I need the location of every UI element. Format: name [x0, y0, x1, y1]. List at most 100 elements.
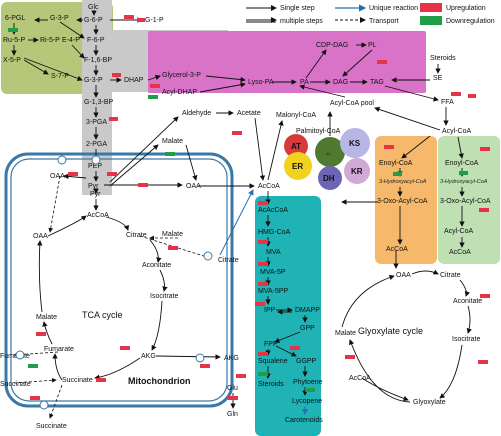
- glyox-citrate: Citrate: [440, 272, 461, 279]
- up-marker: [258, 262, 268, 266]
- node-accoa-beta1: AcCoA: [386, 246, 408, 253]
- node-acacoa: AcAcCoA: [258, 207, 288, 214]
- up-marker: [232, 131, 242, 135]
- succinate-bottom: Succinate: [36, 423, 67, 430]
- down-marker: [393, 172, 402, 176]
- up-marker: [124, 15, 134, 19]
- akg-outside: AKG: [224, 355, 239, 362]
- up-marker: [468, 94, 476, 98]
- legend-unique-reaction: Unique reaction: [369, 5, 418, 12]
- tca-citrate: Citrate: [126, 232, 147, 239]
- beta-oxidation-peroxisome: [375, 136, 437, 264]
- node-mva: MVA: [266, 249, 281, 256]
- node-acyldhap: Acyl-DHAP: [162, 89, 197, 96]
- node-malate-cyto: Malate: [162, 138, 183, 145]
- node-3pga: 3-PGA: [86, 119, 107, 126]
- central-arrows: [104, 110, 308, 409]
- node-mvapp: MVA-5PP: [258, 288, 289, 295]
- down-marker: [148, 95, 158, 99]
- transporter-akg: [195, 353, 205, 363]
- glyox-aconitate: Aconitate: [453, 298, 482, 305]
- node-pa: PA: [300, 79, 309, 86]
- node-dag: DAG: [333, 79, 348, 86]
- glyoxylate-arrows: [341, 269, 472, 403]
- node-mva5p: MVA-5P: [260, 269, 286, 276]
- beta-oxidation-mitochondria: [438, 136, 500, 264]
- fas-dh-label: DH: [323, 174, 335, 183]
- tca-isocitrate: Isocitrate: [150, 293, 179, 300]
- node-acylcoa-beta: Acyl-CoA: [444, 228, 474, 235]
- node-acylcoa-pool: Acyl-CoA pool: [330, 100, 374, 107]
- regulation-markers: [8, 15, 490, 400]
- tca-pyr: Pyr: [90, 191, 101, 198]
- down-marker: [28, 364, 38, 368]
- node-phytoene: Phytoene: [293, 379, 323, 386]
- node-g1p: G-1-P: [145, 17, 164, 24]
- node-glu: Glu: [227, 385, 238, 392]
- up-marker: [258, 201, 268, 205]
- node-se: SE: [433, 75, 443, 82]
- up-marker: [107, 172, 117, 176]
- down-marker: [459, 171, 468, 175]
- node-ri5p: Ri-5-P: [40, 37, 60, 44]
- node-2pga: 2-PGA: [86, 141, 107, 148]
- up-marker: [480, 294, 490, 298]
- node-gln: Gln: [227, 411, 238, 418]
- node-f6p: F-6-P: [87, 37, 105, 44]
- node-g3p: G-3-P: [84, 77, 103, 84]
- node-g3p-ppp: G-3-P: [50, 15, 69, 22]
- node-accoa-cyto: AcCoA: [258, 183, 280, 190]
- node-dmapp: DMAPP: [295, 307, 320, 314]
- malate-outside: Malate: [162, 231, 183, 238]
- lipid-arrows: [147, 42, 449, 131]
- up-marker: [30, 396, 40, 400]
- node-carotenoids: Carotenoids: [285, 417, 323, 424]
- node-pl: PL: [368, 42, 377, 49]
- node-lysopa: Lyso-PA: [248, 79, 274, 86]
- fas-er-label: ER: [292, 162, 303, 171]
- up-marker: [138, 183, 148, 187]
- node-ipp: IPP: [264, 307, 276, 314]
- up-marker: [377, 60, 387, 64]
- up-marker: [137, 18, 145, 22]
- node-enoyl2: Enoyl-CoA: [445, 160, 479, 167]
- downregulation-swatch: [420, 16, 442, 25]
- fas-ks-label: KS: [349, 139, 361, 148]
- up-marker: [228, 396, 238, 400]
- succinate-outside: Succinate: [0, 381, 31, 388]
- glyox-oaa: OAA: [396, 272, 411, 279]
- node-s7p: S-7-P: [51, 73, 69, 80]
- legend-downregulation: Downregulation: [446, 18, 495, 25]
- node-hmgcoa: HMG-CoA: [258, 229, 291, 236]
- fatty-acid-synthase-complex: AT KS ER KR DH AC: [284, 128, 370, 190]
- glyox-malate: Malate: [335, 330, 356, 337]
- up-marker: [150, 84, 160, 88]
- membrane-transporters: [15, 155, 213, 410]
- down-marker: [8, 28, 18, 32]
- node-acylcoa-top: Acyl-CoA: [442, 128, 472, 135]
- up-marker: [68, 172, 78, 176]
- legend-multiple-steps: multiple steps: [280, 18, 323, 25]
- blue-arrow-citrate-accoa: [219, 189, 254, 256]
- tca-malate: Malate: [36, 314, 57, 321]
- glyoxylate-cycle-title: Glyoxylate cycle: [358, 326, 423, 336]
- up-marker: [345, 355, 355, 359]
- node-hydroxy1: 3-Hydroxyacyl-CoA: [379, 179, 427, 185]
- node-glc: Glc: [88, 4, 99, 11]
- node-accoa-beta2: AcCoA: [449, 249, 471, 256]
- legend: Single step multiple steps Unique reacti…: [246, 3, 495, 25]
- glyox-glyoxylate: Glyoxylate: [413, 399, 446, 406]
- node-f16bp: F-1,6-BP: [84, 57, 112, 64]
- node-oaa-cyto2: OAA: [186, 183, 201, 190]
- tca-succinate: Succinate: [62, 377, 93, 384]
- up-marker: [480, 147, 490, 151]
- transporter-pyr: [91, 155, 101, 165]
- tca-cycle-title: TCA cycle: [82, 310, 123, 320]
- node-pyr: Pyr: [88, 183, 99, 190]
- up-marker: [451, 92, 461, 96]
- down-marker: [258, 372, 268, 376]
- node-lycopene: Lycopene: [292, 398, 322, 405]
- node-e4p: E-4-P: [62, 37, 80, 44]
- transporter-succinate: [39, 400, 49, 410]
